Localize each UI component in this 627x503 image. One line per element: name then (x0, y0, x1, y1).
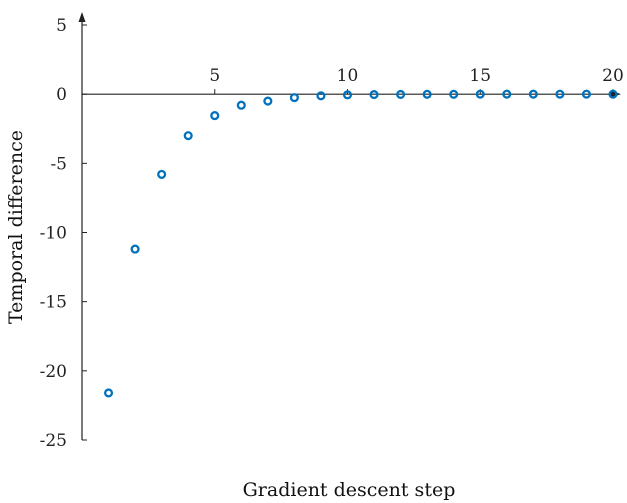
data-point (104, 388, 114, 398)
data-point (449, 89, 459, 99)
x-tick-label: 5 (209, 66, 220, 86)
y-tick-label: 5 (56, 16, 67, 36)
data-point (342, 90, 353, 100)
data-point (608, 89, 618, 99)
y-tick-label: -25 (40, 431, 67, 451)
data-point (422, 89, 432, 99)
y-tick-label: -10 (40, 224, 67, 244)
data-point (130, 244, 140, 254)
data-point (316, 91, 326, 101)
data-points (104, 89, 618, 398)
data-point (289, 93, 299, 103)
data-point (502, 89, 512, 99)
data-point (210, 111, 220, 121)
data-point (236, 100, 246, 110)
ticks: 5 0 -5 -10 -15 -20 -25 5 10 15 20 (40, 16, 624, 451)
data-point (183, 131, 193, 141)
y-axis-arrowhead (78, 12, 86, 22)
data-point (396, 89, 406, 99)
x-tick-label: 20 (602, 66, 624, 86)
x-tick-label: 15 (469, 66, 491, 86)
y-tick-label: 0 (56, 85, 67, 105)
data-point (369, 90, 379, 100)
data-point (263, 96, 273, 106)
x-tick-label: 10 (337, 66, 359, 86)
y-tick-label: -15 (40, 293, 67, 313)
x-axis-title: Gradient descent step (243, 479, 456, 501)
y-tick-label: -5 (50, 154, 67, 174)
data-point (528, 89, 538, 99)
data-point (581, 89, 591, 99)
data-point (475, 89, 485, 99)
y-tick-label: -20 (40, 362, 67, 382)
data-point (157, 169, 167, 179)
y-axis-title: Temporal difference (5, 130, 27, 324)
data-point (555, 89, 565, 99)
